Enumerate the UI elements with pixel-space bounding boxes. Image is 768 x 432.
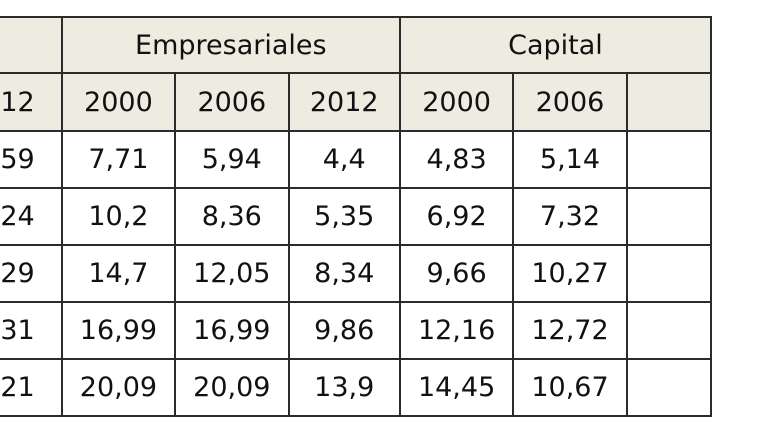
clipped-cell — [625, 130, 713, 189]
data-cell: 12,16 — [398, 301, 515, 360]
clipped-cell — [625, 301, 713, 360]
data-cell: 9,66 — [398, 244, 515, 303]
data-cell: 12,05 — [174, 244, 290, 303]
year-header-row: 01220002006201220002006 — [0, 72, 713, 132]
data-row: 7,597,715,944,44,835,14 — [0, 130, 713, 189]
year-header: 2006 — [174, 72, 290, 132]
data-cell: 8,31 — [0, 301, 63, 360]
data-cell: 10,67 — [512, 358, 628, 417]
data-cell: 5,94 — [174, 130, 290, 189]
data-cell: 10,27 — [512, 244, 628, 303]
data-cell: 7,59 — [0, 130, 63, 189]
data-cell: 8,36 — [174, 187, 290, 246]
data-cell: 8,21 — [0, 358, 63, 417]
data-cell: 14,45 — [398, 358, 515, 417]
year-header: 2006 — [512, 72, 628, 132]
year-header: 2012 — [287, 72, 401, 132]
data-cell: 8,34 — [287, 244, 401, 303]
data-cell: 20,09 — [60, 358, 177, 417]
clipped-cell — [625, 187, 713, 246]
data-cell: 14,7 — [60, 244, 177, 303]
data-cell: 10,2 — [60, 187, 177, 246]
data-cell: 16,99 — [174, 301, 290, 360]
data-cell: 4,83 — [398, 130, 515, 189]
data-cell: 20,09 — [174, 358, 290, 417]
data-cell: 9,86 — [287, 301, 401, 360]
year-header: 012 — [0, 72, 63, 132]
data-cell: 8,29 — [0, 244, 63, 303]
data-cell: 7,32 — [512, 187, 628, 246]
data-table: Empresariales Capital 012200020062012200… — [0, 16, 713, 417]
corner-cell — [0, 16, 63, 74]
data-cell: 6,24 — [0, 187, 63, 246]
data-cell: 12,72 — [512, 301, 628, 360]
data-cell: 5,14 — [512, 130, 628, 189]
clipped-cell — [625, 244, 713, 303]
year-header: 2000 — [60, 72, 177, 132]
data-cell: 4,4 — [287, 130, 401, 189]
data-cell: 16,99 — [60, 301, 177, 360]
group-header: Capital — [398, 16, 713, 74]
data-cell: 13,9 — [287, 358, 401, 417]
data-cell: 7,71 — [60, 130, 177, 189]
clipped-cell — [625, 72, 713, 132]
data-cell: 5,35 — [287, 187, 401, 246]
group-header-row: Empresariales Capital — [0, 16, 713, 74]
group-header: Empresariales — [60, 16, 401, 74]
clipped-cell — [625, 358, 713, 417]
year-header: 2000 — [398, 72, 515, 132]
data-cell: 6,92 — [398, 187, 515, 246]
